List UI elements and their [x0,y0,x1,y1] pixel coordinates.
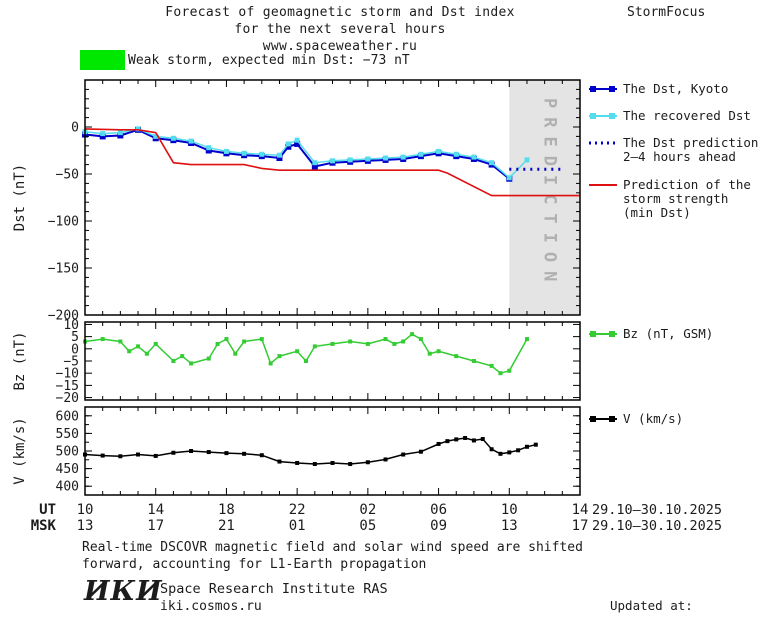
svg-text:10: 10 [501,502,518,518]
svg-text:14: 14 [572,502,589,518]
y-axis-label-bz: Bz (nT) [12,331,28,390]
legend-label: The Dst, Kyoto [623,81,729,96]
dst-kyoto-marker-icon [588,82,618,98]
dst-prediction-marker-icon [588,136,618,164]
msk-row-label: MSK [31,518,57,534]
page-title: Forecast of geomagnetic storm and Dst in… [100,4,580,55]
svg-text:05: 05 [359,518,376,534]
y-axis-label-dst: Dst (nT) [12,164,28,231]
svg-text:21: 21 [218,518,235,534]
svg-text:14: 14 [147,502,164,518]
date-range-ut: 29.10–30.10.2025 [592,502,722,518]
legend-label: Prediction of the storm strength (min Ds… [623,177,751,220]
svg-text:400: 400 [56,480,79,495]
prediction-band-label: PREDICTION [540,98,560,290]
svg-text:06: 06 [430,502,447,518]
svg-text:18: 18 [218,502,235,518]
updated-label: Updated at: [610,598,693,613]
legend-label: The recovered Dst [623,108,751,123]
v-marker-icon [588,412,618,428]
iki-logo: ИКИ [84,576,163,607]
svg-text:−200: −200 [48,309,79,324]
svg-text:−20: −20 [56,391,79,406]
storm-strength-marker-icon [588,178,618,220]
note-line-2: forward, accounting for L1-Earth propaga… [82,557,427,572]
series-line [84,128,580,197]
legend-entry-bz: Bz (nT, GSM) [588,327,713,343]
legend-entry-dst-prediction: The Dst prediction 2–4 hours ahead [588,136,758,164]
svg-text:09: 09 [430,518,447,534]
svg-text:−100: −100 [48,215,79,230]
updated-block: Updated at: UT 10:05, 30.10.2025 MSK 13:… [610,566,760,620]
institute-name: Space Research Institute RAS [160,581,388,597]
legend-entry-storm-strength: Prediction of the storm strength (min Ds… [588,178,751,220]
svg-text:0: 0 [71,342,79,357]
svg-text:01: 01 [289,518,306,534]
legend-label: Bz (nT, GSM) [623,326,714,341]
panel-dst: PREDICTION 0 −50 −100 −150 −200 Dst (nT) [12,79,581,324]
propagation-note: Real-time DSCOVR magnetic field and sola… [82,539,583,573]
storm-status-text: Weak storm, expected min Dst: −73 nT [128,53,410,68]
svg-text:02: 02 [359,502,376,518]
svg-text:−150: −150 [48,262,79,277]
svg-text:−10: −10 [56,367,79,382]
series-line [84,128,510,180]
panel-frame [84,79,581,316]
note-line-1: Real-time DSCOVR magnetic field and sola… [82,540,583,555]
panel-v: 600 550 500 450 400 V (km/s) [12,406,581,496]
svg-text:600: 600 [56,409,79,424]
date-range-msk: 29.10–30.10.2025 [592,518,722,534]
title-line-2: for the next several hours [234,22,446,37]
svg-text:13: 13 [501,518,518,534]
ut-row-label: UT [39,502,56,518]
brand-stormfocus: StormFocus [627,5,706,20]
svg-text:17: 17 [572,518,589,534]
svg-text:22: 22 [289,502,306,518]
svg-text:10: 10 [63,318,79,333]
svg-text:13: 13 [77,518,94,534]
svg-text:550: 550 [56,427,79,442]
prediction-band [509,80,580,315]
legend-label: V (km/s) [623,411,684,426]
panel-frame [84,321,581,401]
svg-text:17: 17 [147,518,164,534]
svg-text:−50: −50 [56,168,79,183]
svg-text:500: 500 [56,445,79,460]
recovered-dst-marker-icon [588,109,618,125]
svg-text:5: 5 [71,330,79,345]
site-link[interactable]: www.spaceweather.ru [262,39,418,54]
title-line-1: Forecast of geomagnetic storm and Dst in… [165,5,515,20]
legend-entry-recovered-dst: The recovered Dst [588,109,751,125]
svg-text:450: 450 [56,462,79,477]
series-line [84,437,536,465]
institute-site-link[interactable]: iki.cosmos.ru [160,599,262,614]
legend-label: The Dst prediction 2–4 hours ahead [623,135,759,164]
svg-text:−15: −15 [56,379,79,394]
panel-frame [84,406,581,496]
bz-marker-icon [588,327,618,343]
legend-entry-dst-kyoto: The Dst, Kyoto [588,82,728,98]
storm-level-swatch [80,50,125,70]
y-axis-label-v: V (km/s) [12,417,28,484]
svg-text:10: 10 [77,502,94,518]
series-line [84,333,528,375]
svg-text:−5: −5 [63,355,79,370]
legend-entry-v: V (km/s) [588,412,683,428]
svg-text:0: 0 [71,121,79,136]
